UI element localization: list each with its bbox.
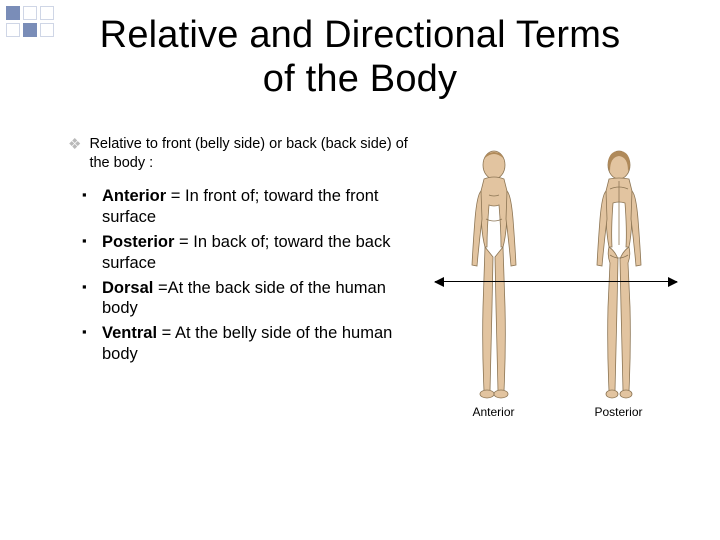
posterior-body-icon [580,147,658,399]
term: Posterior [102,233,174,251]
title-line-2: of the Body [263,58,457,100]
page-title: Relative and Directional Terms of the Bo… [0,0,720,101]
diamond-bullet-icon: ❖ [68,136,81,172]
term: Dorsal [102,279,153,297]
sep: = [166,187,185,205]
sep: = [174,233,193,251]
definition-item: Posterior = In back of; toward the back … [102,232,408,274]
anterior-body: Anterior [440,147,548,419]
definition-item: Dorsal =At the back side of the human bo… [102,278,408,320]
title-line-1: Relative and Directional Terms [100,14,621,56]
sep: = [153,279,167,297]
anatomy-figure: Anterior [431,149,681,419]
term: Ventral [102,324,157,342]
definition-item: Ventral = At the belly side of the human… [102,323,408,365]
text-column: ❖ Relative to front (belly side) or back… [68,135,408,419]
intro-text: Relative to front (belly side) or back (… [89,135,408,172]
definition-item: Anterior = In front of; toward the front… [102,186,408,228]
definitions-list: Anterior = In front of; toward the front… [68,186,408,364]
term: Anterior [102,187,166,205]
content-row: ❖ Relative to front (belly side) or back… [0,101,720,419]
posterior-label: Posterior [594,405,642,419]
corner-decoration [6,6,54,37]
anterior-body-icon [455,147,533,399]
posterior-body: Posterior [565,147,673,419]
figure-column: Anterior [420,135,692,419]
horizontal-arrow-icon [435,281,677,282]
intro-bullet: ❖ Relative to front (belly side) or back… [68,135,408,172]
sep: = [157,324,175,342]
anterior-label: Anterior [472,405,514,419]
body-pair: Anterior [431,149,681,419]
